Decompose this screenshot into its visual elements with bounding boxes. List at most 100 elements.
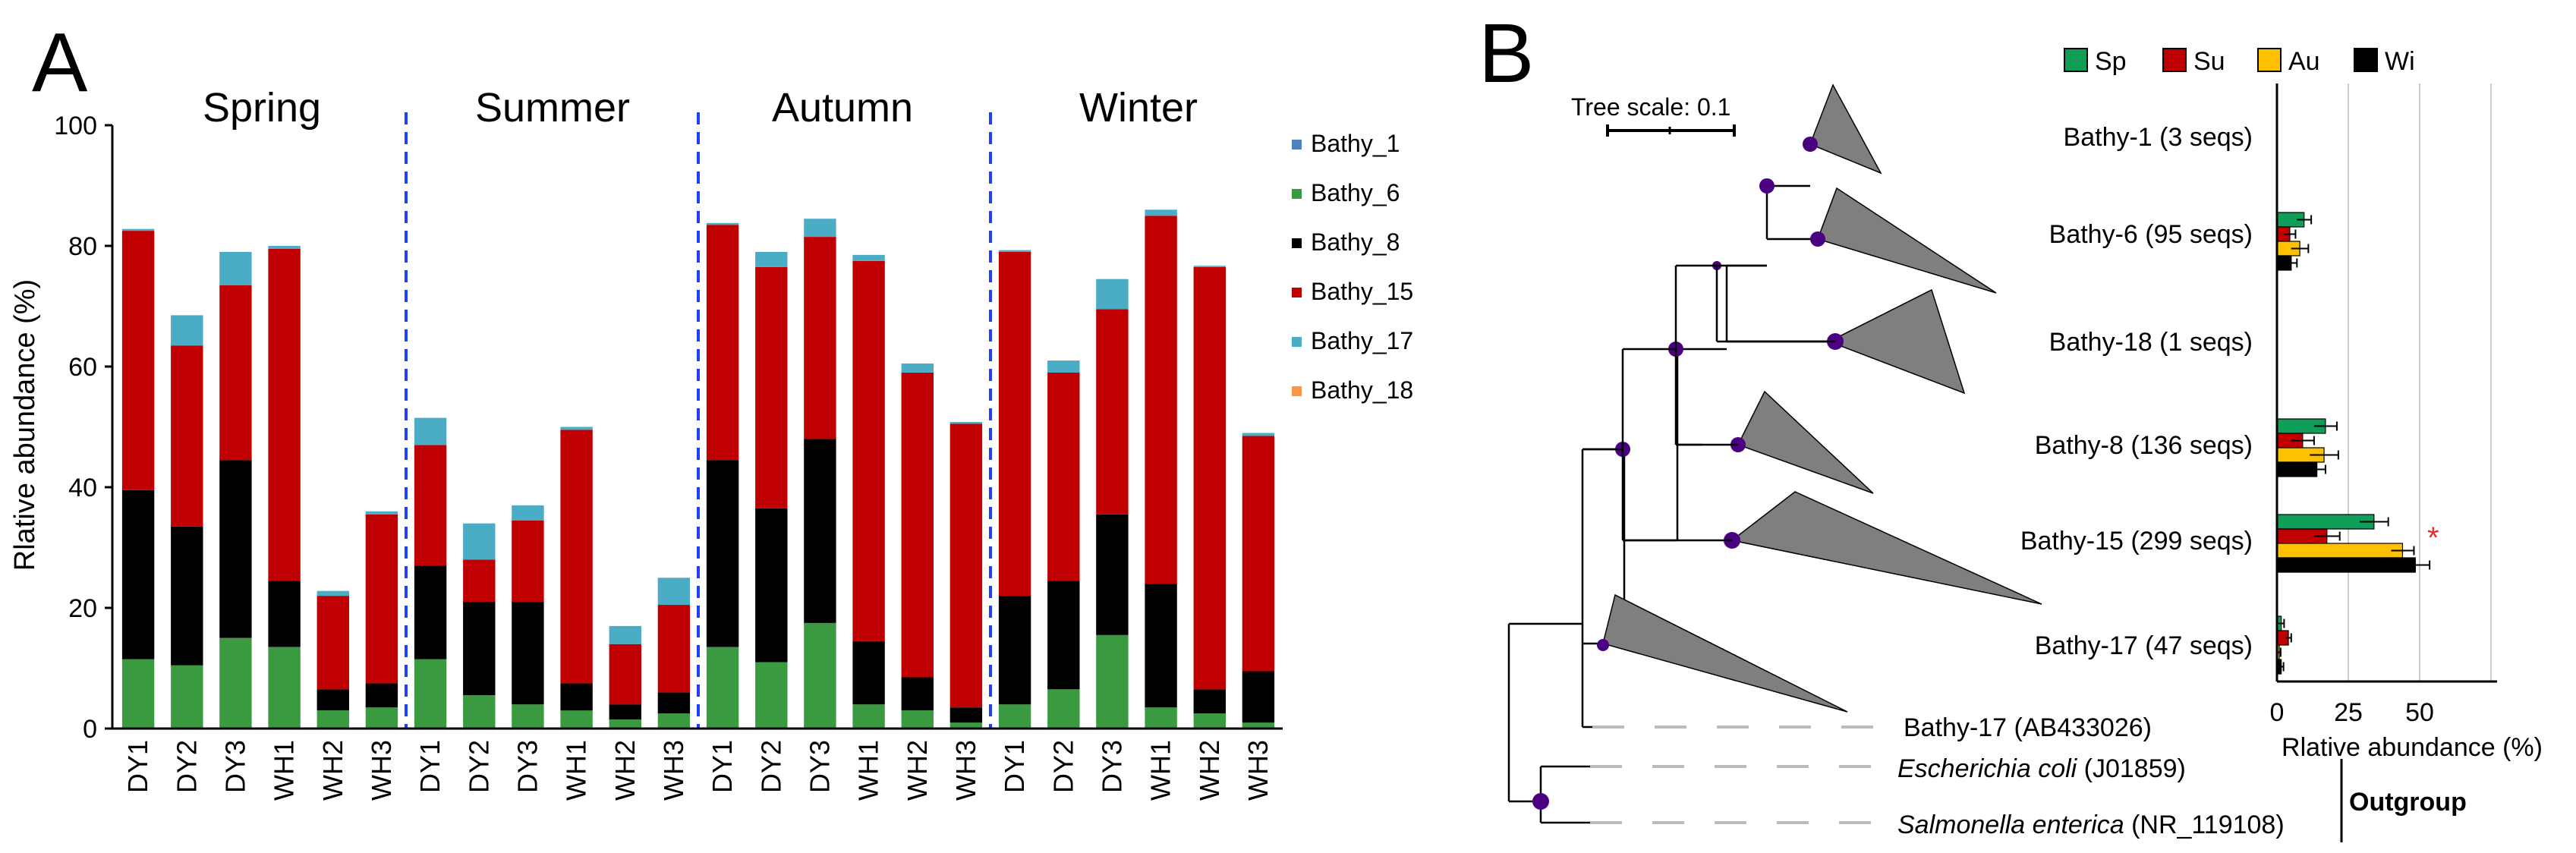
- x-tick-label: DY1: [414, 740, 446, 793]
- bar-segment-bathy-15: [268, 249, 301, 581]
- clade-label-bathy-6: Bathy-6 (95 seqs): [2049, 220, 2253, 249]
- x-tick-label: WH3: [950, 740, 981, 801]
- bar-segment-bathy-17: [414, 417, 447, 445]
- x-tick-label: WH1: [561, 740, 592, 801]
- x-tick-label: DY3: [219, 740, 250, 793]
- bar-segment-bathy-17: [901, 364, 934, 373]
- bar-segment-bathy-8: [1096, 514, 1129, 635]
- bar-segment-bathy-17: [463, 523, 496, 560]
- x-tick-label: DY3: [1096, 740, 1127, 793]
- bar-segment-bathy-8: [219, 460, 252, 638]
- y-axis-label: Rlative abundance (%): [9, 279, 41, 571]
- season-label-spring: Spring: [203, 85, 321, 131]
- bar-segment-bathy-8: [804, 439, 836, 623]
- significance-asterisk: *: [2427, 521, 2439, 555]
- x-tick-label: WH1: [1145, 740, 1176, 801]
- season-label-winter: Winter: [1079, 85, 1198, 131]
- bar-segment-bathy-15: [1242, 436, 1275, 672]
- bar-segment-bathy-6: [512, 704, 544, 729]
- x-tick-label: DY2: [171, 740, 202, 793]
- panel-a: A Spring Summer Autumn Winter Rlative ab…: [9, 16, 1413, 801]
- bar-segment-bathy-15: [463, 559, 496, 602]
- x-tick-label: WH3: [1242, 740, 1274, 801]
- bar-segment-bathy-8: [171, 526, 203, 666]
- season-label-summer: Summer: [475, 85, 630, 131]
- b-x-tick-label: 50: [2405, 698, 2434, 727]
- x-tick-label: WH2: [317, 740, 348, 801]
- bar-segment-bathy-15: [755, 266, 788, 508]
- bar-segment-bathy-8: [609, 704, 641, 720]
- bar-segment-bathy-6: [852, 704, 885, 729]
- bar-segment-bathy-8: [316, 689, 349, 711]
- b-bar-wi: [2276, 557, 2416, 573]
- bar-segment-bathy-15: [365, 514, 398, 684]
- x-tick-label: WH3: [658, 740, 689, 801]
- bar-segment-bathy-17: [804, 219, 836, 238]
- legend-swatch-bathy-17: [1292, 337, 1302, 347]
- bar-segment-bathy-6: [463, 695, 496, 729]
- legend-label-bathy-8: Bathy_8: [1311, 228, 1400, 256]
- bar-segment-bathy-8: [1193, 689, 1226, 714]
- bar-segment-bathy-17: [512, 505, 544, 521]
- ref-label-bathy-17: Bathy-17 (AB433026): [1904, 713, 2152, 742]
- b-x-ticks: 0 25 50: [2270, 698, 2434, 727]
- legend-b: Sp Su Au Wi: [2064, 47, 2415, 76]
- bar-segment-bathy-8: [365, 683, 398, 708]
- bar-segment-bathy-17: [609, 625, 641, 644]
- bar-segment-bathy-15: [998, 251, 1031, 596]
- legend-label-bathy-18: Bathy_18: [1311, 376, 1413, 404]
- bar-segment-bathy-17: [365, 511, 398, 515]
- outgroup-label: Outgroup: [2349, 788, 2467, 817]
- bar-segment-bathy-15: [560, 430, 593, 684]
- b-horizontal-bars: [2276, 107, 2431, 675]
- legend-label-wi: Wi: [2385, 47, 2415, 76]
- legend-swatch-au: [2257, 48, 2282, 72]
- panel-a-letter: A: [32, 16, 88, 109]
- bar-segment-bathy-6: [901, 710, 934, 729]
- legend-label-sp: Sp: [2095, 47, 2127, 76]
- bar-segment-bathy-8: [998, 596, 1031, 705]
- bar-segment-bathy-15: [414, 445, 447, 566]
- bar-segment-bathy-6: [657, 713, 691, 729]
- bar-segment-bathy-8: [706, 460, 739, 647]
- bar-segment-bathy-6: [219, 637, 252, 729]
- legend-swatch-bathy-8: [1292, 238, 1302, 248]
- x-tick-label: WH3: [366, 740, 397, 801]
- bar-segment-bathy-17: [657, 578, 691, 606]
- bar-segment-bathy-17: [1096, 279, 1129, 310]
- bar-segment-bathy-6: [1096, 634, 1129, 729]
- clade-bathy-17: [1602, 593, 1848, 713]
- clade-label-bathy-18: Bathy-18 (1 seqs): [2049, 328, 2253, 357]
- clade-bathy-6: [1817, 187, 1997, 294]
- y-tick-label: 60: [68, 353, 97, 382]
- y-tick-label: 80: [68, 232, 97, 261]
- bar-segment-bathy-15: [121, 231, 155, 490]
- tree-connectors: [1582, 264, 1835, 542]
- bar-segment-bathy-8: [121, 490, 155, 659]
- y-tick-marks: [105, 124, 112, 730]
- clade-label-bathy-15: Bathy-15 (299 seqs): [2020, 527, 2253, 556]
- bar-segment-bathy-17: [1193, 266, 1226, 267]
- clade-bathy-18: [1828, 288, 1966, 395]
- x-tick-label: DY1: [707, 740, 738, 793]
- x-tick-label: DY3: [804, 740, 835, 793]
- legend-label-au: Au: [2288, 47, 2320, 76]
- x-tick-label: WH2: [902, 740, 933, 801]
- clade-label-bathy-8: Bathy-8 (136 seqs): [2035, 431, 2253, 460]
- bar-segment-bathy-15: [1047, 373, 1080, 581]
- season-dividers: [405, 112, 992, 729]
- bar-segment-bathy-17: [949, 422, 983, 424]
- b-bar-au: [2276, 543, 2404, 559]
- bar-segment-bathy-17: [268, 246, 301, 249]
- b-x-axis-label: Rlative abundance (%): [2282, 733, 2543, 762]
- season-label-autumn: Autumn: [772, 85, 913, 131]
- b-x-tick-label: 0: [2270, 698, 2285, 727]
- x-tick-label: WH1: [853, 740, 884, 801]
- x-tick-label: WH1: [269, 740, 300, 801]
- bar-segment-bathy-15: [901, 373, 934, 678]
- bar-segment-bathy-8: [414, 565, 447, 659]
- bar-segment-bathy-6: [804, 622, 836, 729]
- bar-segment-bathy-17: [706, 222, 739, 225]
- legend-label-su: Su: [2193, 47, 2225, 76]
